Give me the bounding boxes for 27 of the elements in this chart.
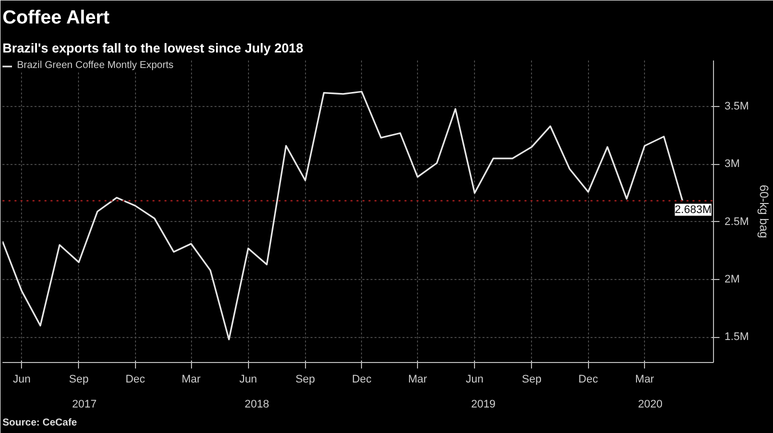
y-tick-label: 2M <box>724 274 740 286</box>
x2-tick-label: 2019 <box>471 398 496 410</box>
x-tick-label: Jun <box>239 374 258 386</box>
y-axis-title: 60-kg bag <box>756 184 771 238</box>
x-tick-label: Mar <box>408 374 428 386</box>
x2-tick-label: 2020 <box>638 398 662 410</box>
x-tick-label: Sep <box>69 374 89 386</box>
source-note: Source: CeCafe <box>2 418 78 428</box>
x-tick-label: Dec <box>125 374 146 386</box>
legend-label: Brazil Green Coffee Montly Exports <box>17 60 174 71</box>
x2-tick-label: 2018 <box>244 398 270 410</box>
x2-tick-label: 2017 <box>72 398 97 410</box>
y-tick-label: 3M <box>724 158 740 170</box>
chart-subtitle: Brazil's exports fall to the lowest since July 2018 <box>2 40 304 56</box>
y-tick-label: 2.5M <box>724 216 749 228</box>
x-tick-label: Jun <box>466 374 484 386</box>
y-tick-label: 1.5M <box>724 331 749 344</box>
chart-title: Coffee Alert <box>2 8 110 28</box>
x-tick-label: Mar <box>182 374 201 386</box>
x-tick-label: Mar <box>635 374 654 386</box>
x-tick-label: Sep <box>295 374 316 386</box>
x-tick-label: Sep <box>522 374 542 386</box>
x-tick-label: Jun <box>12 374 31 386</box>
x-tick-label: Dec <box>578 374 598 386</box>
ref-line-label: 2.683M <box>674 204 712 216</box>
y-tick-label: 3.5M <box>724 100 749 113</box>
x-tick-label: Dec <box>352 374 372 386</box>
